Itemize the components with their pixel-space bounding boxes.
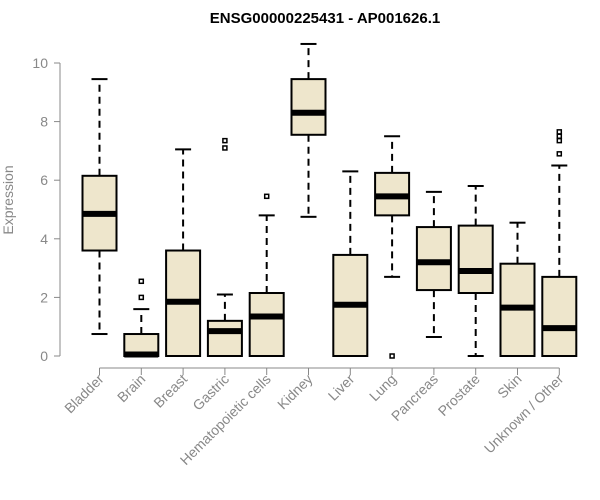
y-tick-label: 8: [40, 114, 48, 130]
outlier-point: [389, 353, 395, 359]
x-tick-label: Skin: [494, 371, 525, 402]
box-iqr: [290, 78, 327, 136]
x-tick-label: Brain: [114, 371, 148, 405]
box-bladder: [81, 78, 118, 336]
y-tick-label: 2: [40, 289, 48, 305]
box-kidney: [290, 42, 327, 218]
outlier-point: [556, 133, 563, 139]
y-tick-label: 6: [40, 172, 48, 188]
box-skin: [499, 221, 536, 357]
box-prostate: [457, 185, 494, 357]
outlier-point: [138, 278, 145, 285]
y-axis-label: Expression: [0, 165, 16, 234]
x-tick-label: Kidney: [274, 371, 316, 413]
outlier-point: [138, 294, 145, 301]
box-liver: [332, 170, 369, 357]
box-iqr: [415, 226, 452, 292]
outlier-point: [556, 151, 563, 157]
x-tick-label: Lung: [366, 371, 399, 404]
box-iqr: [457, 224, 494, 295]
x-tick-label: Prostate: [435, 371, 483, 419]
outlier-point: [556, 129, 563, 135]
y-tick-label: 0: [40, 348, 48, 364]
x-tick-label: Unknown / Other: [481, 371, 567, 457]
box-lung: [374, 135, 411, 359]
box-brain: [123, 278, 160, 358]
box-unknown-other: [541, 129, 578, 358]
box-iqr: [206, 319, 243, 357]
outlier-point: [222, 137, 228, 144]
box-gastric: [206, 137, 243, 357]
outlier-point: [556, 137, 563, 144]
outlier-point: [222, 145, 228, 151]
y-tick-label: 4: [40, 231, 48, 247]
outlier-point: [263, 193, 270, 200]
box-iqr: [248, 292, 285, 358]
y-tick-label: 10: [32, 55, 48, 71]
x-tick-label: Breast: [150, 371, 190, 411]
boxes-group: [81, 42, 578, 359]
box-breast: [165, 148, 202, 358]
chart-title: ENSG00000225431 - AP001626.1: [210, 10, 440, 27]
y-axis: 0 2 4 6 8 10: [32, 55, 61, 364]
x-tick-label: Bladder: [61, 371, 107, 417]
box-iqr: [541, 275, 578, 358]
box-hematopoietic-cells: [248, 193, 285, 358]
x-tick-label: Liver: [325, 371, 358, 404]
box-pancreas: [415, 190, 452, 338]
